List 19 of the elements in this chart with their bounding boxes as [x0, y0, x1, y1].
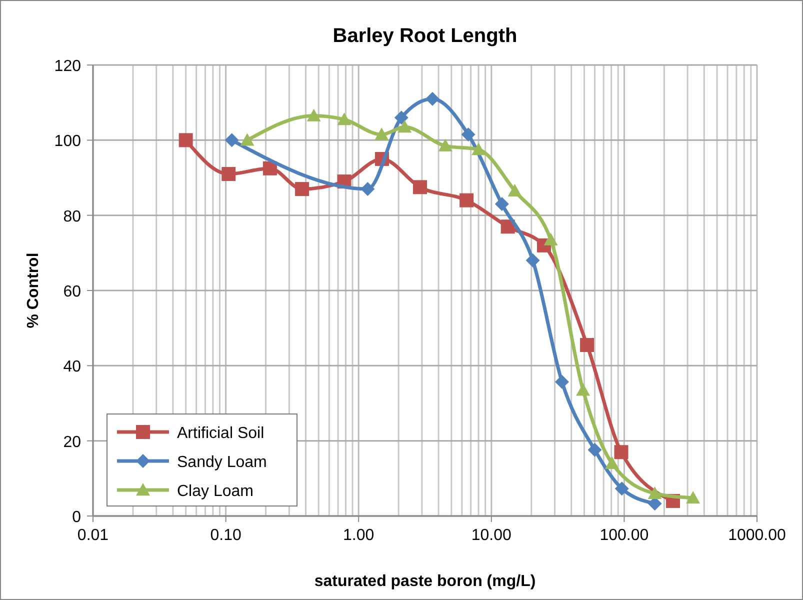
x-tick-label: 0.10	[210, 527, 242, 544]
y-tick-label: 0	[72, 509, 82, 526]
x-tick-label: 100.00	[600, 527, 649, 544]
legend-label: Artificial Soil	[177, 425, 264, 442]
legend-label: Sandy Loam	[177, 454, 267, 471]
y-axis-title: % Control	[25, 252, 42, 328]
y-tick-label: 40	[63, 358, 82, 376]
y-tick-label: 20	[63, 434, 82, 451]
chart-title: Barley Root Length	[332, 25, 518, 47]
x-tick-label: 1000.00	[728, 527, 786, 544]
y-tick-label: 100	[54, 133, 82, 150]
x-tick-label: 10.00	[471, 527, 512, 544]
y-tick-label: 80	[63, 208, 82, 226]
x-tick-label: 1.00	[343, 527, 374, 544]
legend-label: Clay Loam	[177, 483, 254, 500]
y-tick-label: 60	[63, 284, 82, 300]
x-axis-title: saturated paste boron (mg/L)	[314, 573, 536, 590]
x-tick-label: 0.01	[77, 527, 109, 544]
y-tick-label: 120	[54, 58, 82, 75]
